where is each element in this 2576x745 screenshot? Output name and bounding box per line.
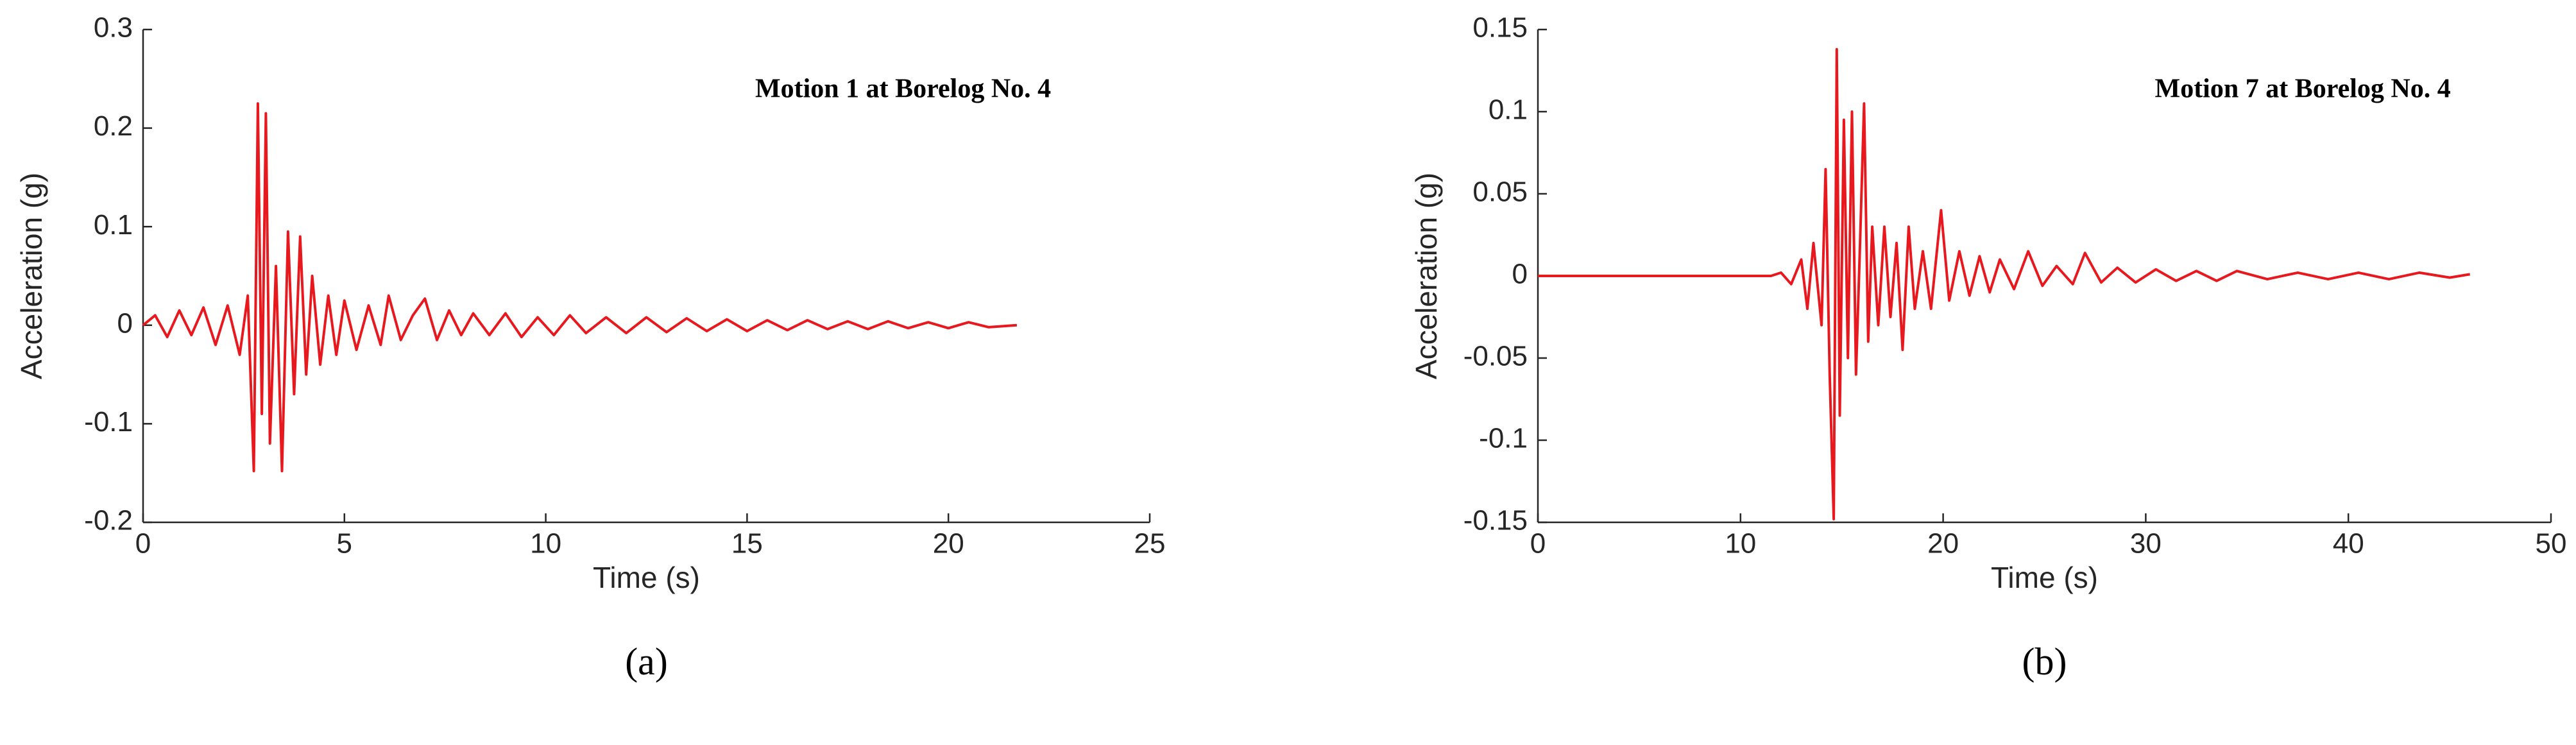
- accel-line: [142, 102, 1018, 473]
- x-tick-label: 5: [337, 528, 352, 560]
- x-tick-label: 40: [2333, 528, 2364, 560]
- annotation: Motion 7 at Borelog No. 4: [2155, 74, 2451, 104]
- y-tick-label: 0: [117, 307, 133, 339]
- x-tick-label: 0: [135, 528, 151, 560]
- x-tick-label: 10: [530, 528, 561, 560]
- y-axis-label: Acceleration (g): [15, 173, 48, 379]
- x-tick-label: 10: [1725, 528, 1756, 560]
- x-tick-label: 30: [2130, 528, 2162, 560]
- y-tick-label: 0.1: [1488, 94, 1528, 126]
- y-tick-label: 0.2: [94, 110, 133, 142]
- chart: -0.2 -0.1 0 0.1 0.2 0.3 0 5 10 15 20 25 Time (s) Acce…: [15, 12, 1165, 683]
- chart: -0.15 -0.1 -0.05 0 0.05 0.1 0.15 0 10 20 30 40 50 Tim…: [1410, 12, 2566, 683]
- y-tick-label: 0.1: [94, 209, 133, 241]
- annotation: Motion 1 at Borelog No. 4: [755, 74, 1051, 104]
- x-tick-label: 15: [731, 528, 763, 560]
- y-tick-label: -0.1: [1479, 423, 1528, 454]
- x-tick-label: 0: [1530, 528, 1546, 560]
- y-tick-label: 0.15: [1472, 12, 1528, 44]
- y-tick-label: -0.15: [1463, 505, 1528, 536]
- y-tick-label: -0.2: [84, 505, 133, 536]
- x-tick-label: 20: [933, 528, 964, 560]
- y-tick-label: 0.3: [94, 12, 133, 44]
- x-tick-label: 20: [1927, 528, 1959, 560]
- y-tick-label: -0.1: [84, 406, 133, 438]
- y-axis-label: Acceleration (g): [1410, 173, 1443, 379]
- x-tick-label: 25: [1134, 528, 1166, 560]
- y-tick-label: 0: [1512, 259, 1528, 290]
- accel-line: [1538, 47, 2471, 520]
- x-tick-label: 50: [2536, 528, 2567, 560]
- y-tick-label: 0.05: [1472, 176, 1528, 208]
- x-axis-label: Time (s): [1991, 561, 2098, 594]
- x-axis-label: Time (s): [593, 561, 700, 594]
- caption: (b): [2022, 640, 2067, 683]
- y-tick-label: -0.05: [1463, 341, 1528, 372]
- caption: (a): [625, 640, 668, 683]
